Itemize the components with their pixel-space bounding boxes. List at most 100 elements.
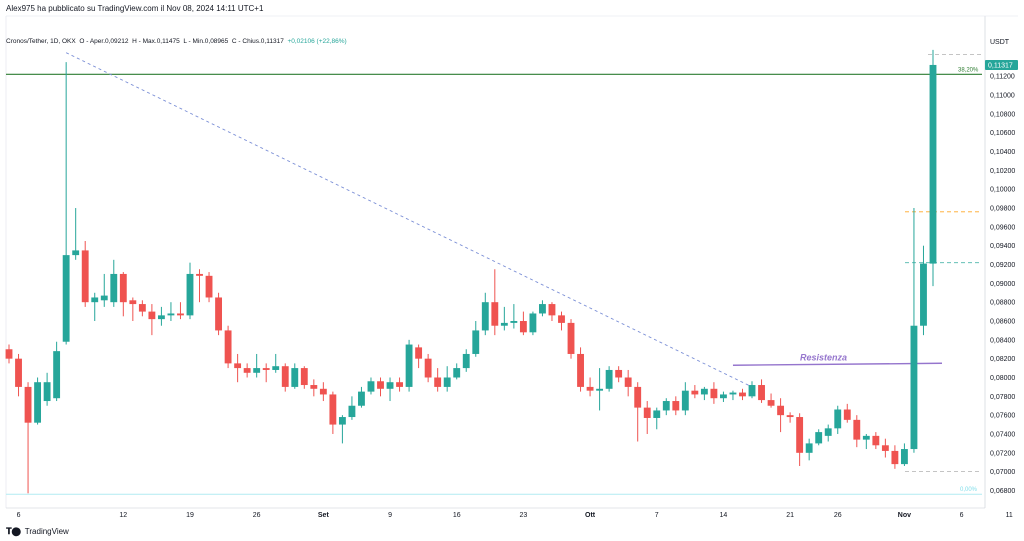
x-tick-label: 7 bbox=[655, 512, 659, 519]
candle-body bbox=[234, 363, 242, 369]
y-tick-label: 0,10200 bbox=[990, 168, 1015, 175]
x-tick-label: 26 bbox=[253, 512, 261, 519]
candle-body bbox=[415, 347, 423, 359]
candle-body bbox=[243, 368, 251, 373]
y-tick-label: 0,09600 bbox=[990, 224, 1015, 231]
candle-body bbox=[15, 358, 22, 387]
candle-body bbox=[853, 419, 861, 440]
candle-body bbox=[167, 313, 175, 316]
candle-body bbox=[43, 382, 51, 402]
y-tick-label: 0,07400 bbox=[990, 431, 1015, 438]
candle-body bbox=[577, 353, 584, 387]
candle-body bbox=[329, 394, 337, 425]
y-tick-label: 0,10600 bbox=[990, 130, 1015, 137]
candle-body bbox=[310, 385, 318, 389]
publisher-note: Alex975 ha pubblicato su TradingView.com… bbox=[6, 4, 264, 13]
candle-body bbox=[443, 377, 451, 387]
y-tick-label: 0,11000 bbox=[990, 93, 1015, 100]
candle-body bbox=[662, 401, 670, 411]
candle-body bbox=[758, 385, 765, 401]
y-tick-label: 0,09800 bbox=[990, 206, 1015, 213]
candle-body bbox=[177, 313, 184, 316]
candle-body bbox=[710, 388, 718, 399]
candle-body bbox=[539, 304, 546, 314]
candle-body bbox=[367, 381, 375, 392]
candle-body bbox=[500, 322, 508, 326]
last-price-label: 0,11317 bbox=[988, 62, 1013, 69]
candle-body bbox=[720, 394, 727, 399]
candle-body bbox=[453, 368, 461, 378]
candle-body bbox=[491, 302, 499, 326]
candle-body bbox=[634, 386, 642, 408]
candle-body bbox=[300, 368, 308, 386]
candle-body bbox=[748, 385, 756, 397]
candle-body bbox=[586, 386, 594, 391]
candle-body bbox=[157, 315, 165, 320]
candle-body bbox=[405, 344, 413, 387]
y-tick-label: 0,08000 bbox=[990, 375, 1015, 382]
candle-body bbox=[24, 386, 32, 423]
quote-unit: USDT bbox=[990, 39, 1010, 46]
candle-body bbox=[767, 400, 775, 406]
candle-body bbox=[81, 250, 89, 303]
candle-body bbox=[548, 304, 556, 316]
candle-body bbox=[338, 417, 346, 425]
x-tick-label: 12 bbox=[119, 512, 127, 519]
candle-body bbox=[681, 390, 689, 411]
candle-body bbox=[862, 435, 870, 440]
candle-body bbox=[205, 275, 213, 298]
candle-body bbox=[615, 369, 623, 378]
x-tick-label: Ott bbox=[585, 512, 596, 519]
resistance-label: Resistenza bbox=[800, 352, 847, 362]
fib-38-label: 38,20% bbox=[958, 67, 979, 73]
y-tick-label: 0,07800 bbox=[990, 394, 1015, 401]
footer-brand: TradingView bbox=[24, 527, 69, 536]
candle-body bbox=[872, 435, 880, 446]
x-tick-label: 6 bbox=[17, 512, 21, 519]
candle-body bbox=[281, 366, 289, 387]
candle-body bbox=[291, 368, 299, 387]
candle-body bbox=[510, 321, 518, 323]
y-tick-label: 0,09400 bbox=[990, 243, 1015, 250]
candle-body bbox=[834, 409, 842, 429]
symbol-legend: Cronos/Tether, 1D, OKX O - Aper.0,09212 … bbox=[6, 38, 347, 45]
candle-body bbox=[900, 449, 908, 465]
y-tick-label: 0,07000 bbox=[990, 469, 1015, 476]
candle-body bbox=[434, 377, 442, 387]
candle-body bbox=[138, 304, 146, 312]
candle-body bbox=[891, 450, 899, 465]
y-tick-label: 0,08200 bbox=[990, 356, 1015, 363]
x-tick-label: Set bbox=[318, 512, 330, 519]
candle-body bbox=[53, 351, 61, 399]
candle-body bbox=[253, 368, 261, 373]
legend-change: +0,02106 (+22,86%) bbox=[287, 38, 347, 45]
candle-body bbox=[34, 382, 42, 423]
candle-body bbox=[643, 407, 651, 418]
candle-body bbox=[462, 353, 470, 369]
candle-body bbox=[729, 392, 737, 395]
candle-body bbox=[777, 405, 785, 416]
x-tick-label: 9 bbox=[388, 512, 392, 519]
candle-body bbox=[424, 358, 432, 378]
candle-body bbox=[910, 325, 918, 450]
candle-body bbox=[215, 297, 222, 331]
candle-body bbox=[739, 392, 746, 397]
y-tick-label: 0,09000 bbox=[990, 281, 1015, 288]
legend-open: O - Aper.0,09212 bbox=[79, 38, 129, 45]
candle-body bbox=[72, 250, 80, 256]
candle-body bbox=[920, 263, 927, 326]
candle-body bbox=[558, 315, 565, 323]
y-tick-label: 0,08400 bbox=[990, 337, 1015, 344]
x-tick-label: 16 bbox=[453, 512, 461, 519]
candle-body bbox=[805, 443, 813, 453]
x-tick-label: Nov bbox=[898, 512, 911, 519]
x-tick-label: 26 bbox=[834, 512, 842, 519]
candle-body bbox=[624, 377, 632, 387]
legend-low: L - Min.0,08965 bbox=[183, 38, 229, 45]
candle-body bbox=[62, 255, 70, 342]
x-tick-label: 11 bbox=[1006, 512, 1013, 519]
candle-body bbox=[262, 368, 270, 370]
y-tick-label: 0,07200 bbox=[990, 450, 1015, 457]
x-tick-label: 14 bbox=[720, 512, 728, 519]
